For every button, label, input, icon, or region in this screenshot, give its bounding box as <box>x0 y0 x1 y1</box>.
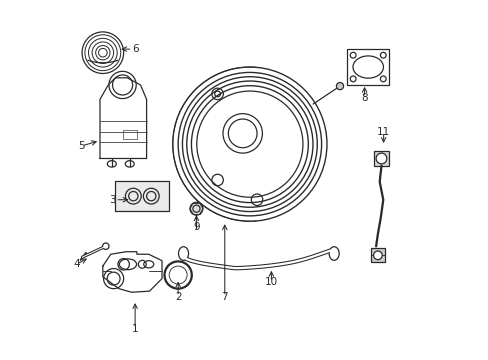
Circle shape <box>102 243 109 249</box>
Text: 2: 2 <box>175 292 181 302</box>
Ellipse shape <box>328 247 339 260</box>
Circle shape <box>336 82 343 90</box>
Circle shape <box>373 251 382 260</box>
Bar <box>122 130 137 139</box>
Text: 8: 8 <box>361 93 367 103</box>
Text: 3: 3 <box>108 195 115 205</box>
Bar <box>115 181 169 211</box>
Circle shape <box>190 202 203 215</box>
Ellipse shape <box>178 247 188 260</box>
Circle shape <box>375 153 386 164</box>
Text: 7: 7 <box>221 292 227 302</box>
Text: 1: 1 <box>132 324 138 334</box>
Text: 11: 11 <box>376 127 389 136</box>
Text: 9: 9 <box>193 222 200 231</box>
Text: 6: 6 <box>132 44 139 54</box>
Bar <box>373 151 388 166</box>
Bar <box>346 49 388 85</box>
Text: 10: 10 <box>264 277 277 287</box>
Bar <box>370 248 384 262</box>
Text: 5: 5 <box>78 141 85 151</box>
Text: 4: 4 <box>73 259 80 269</box>
